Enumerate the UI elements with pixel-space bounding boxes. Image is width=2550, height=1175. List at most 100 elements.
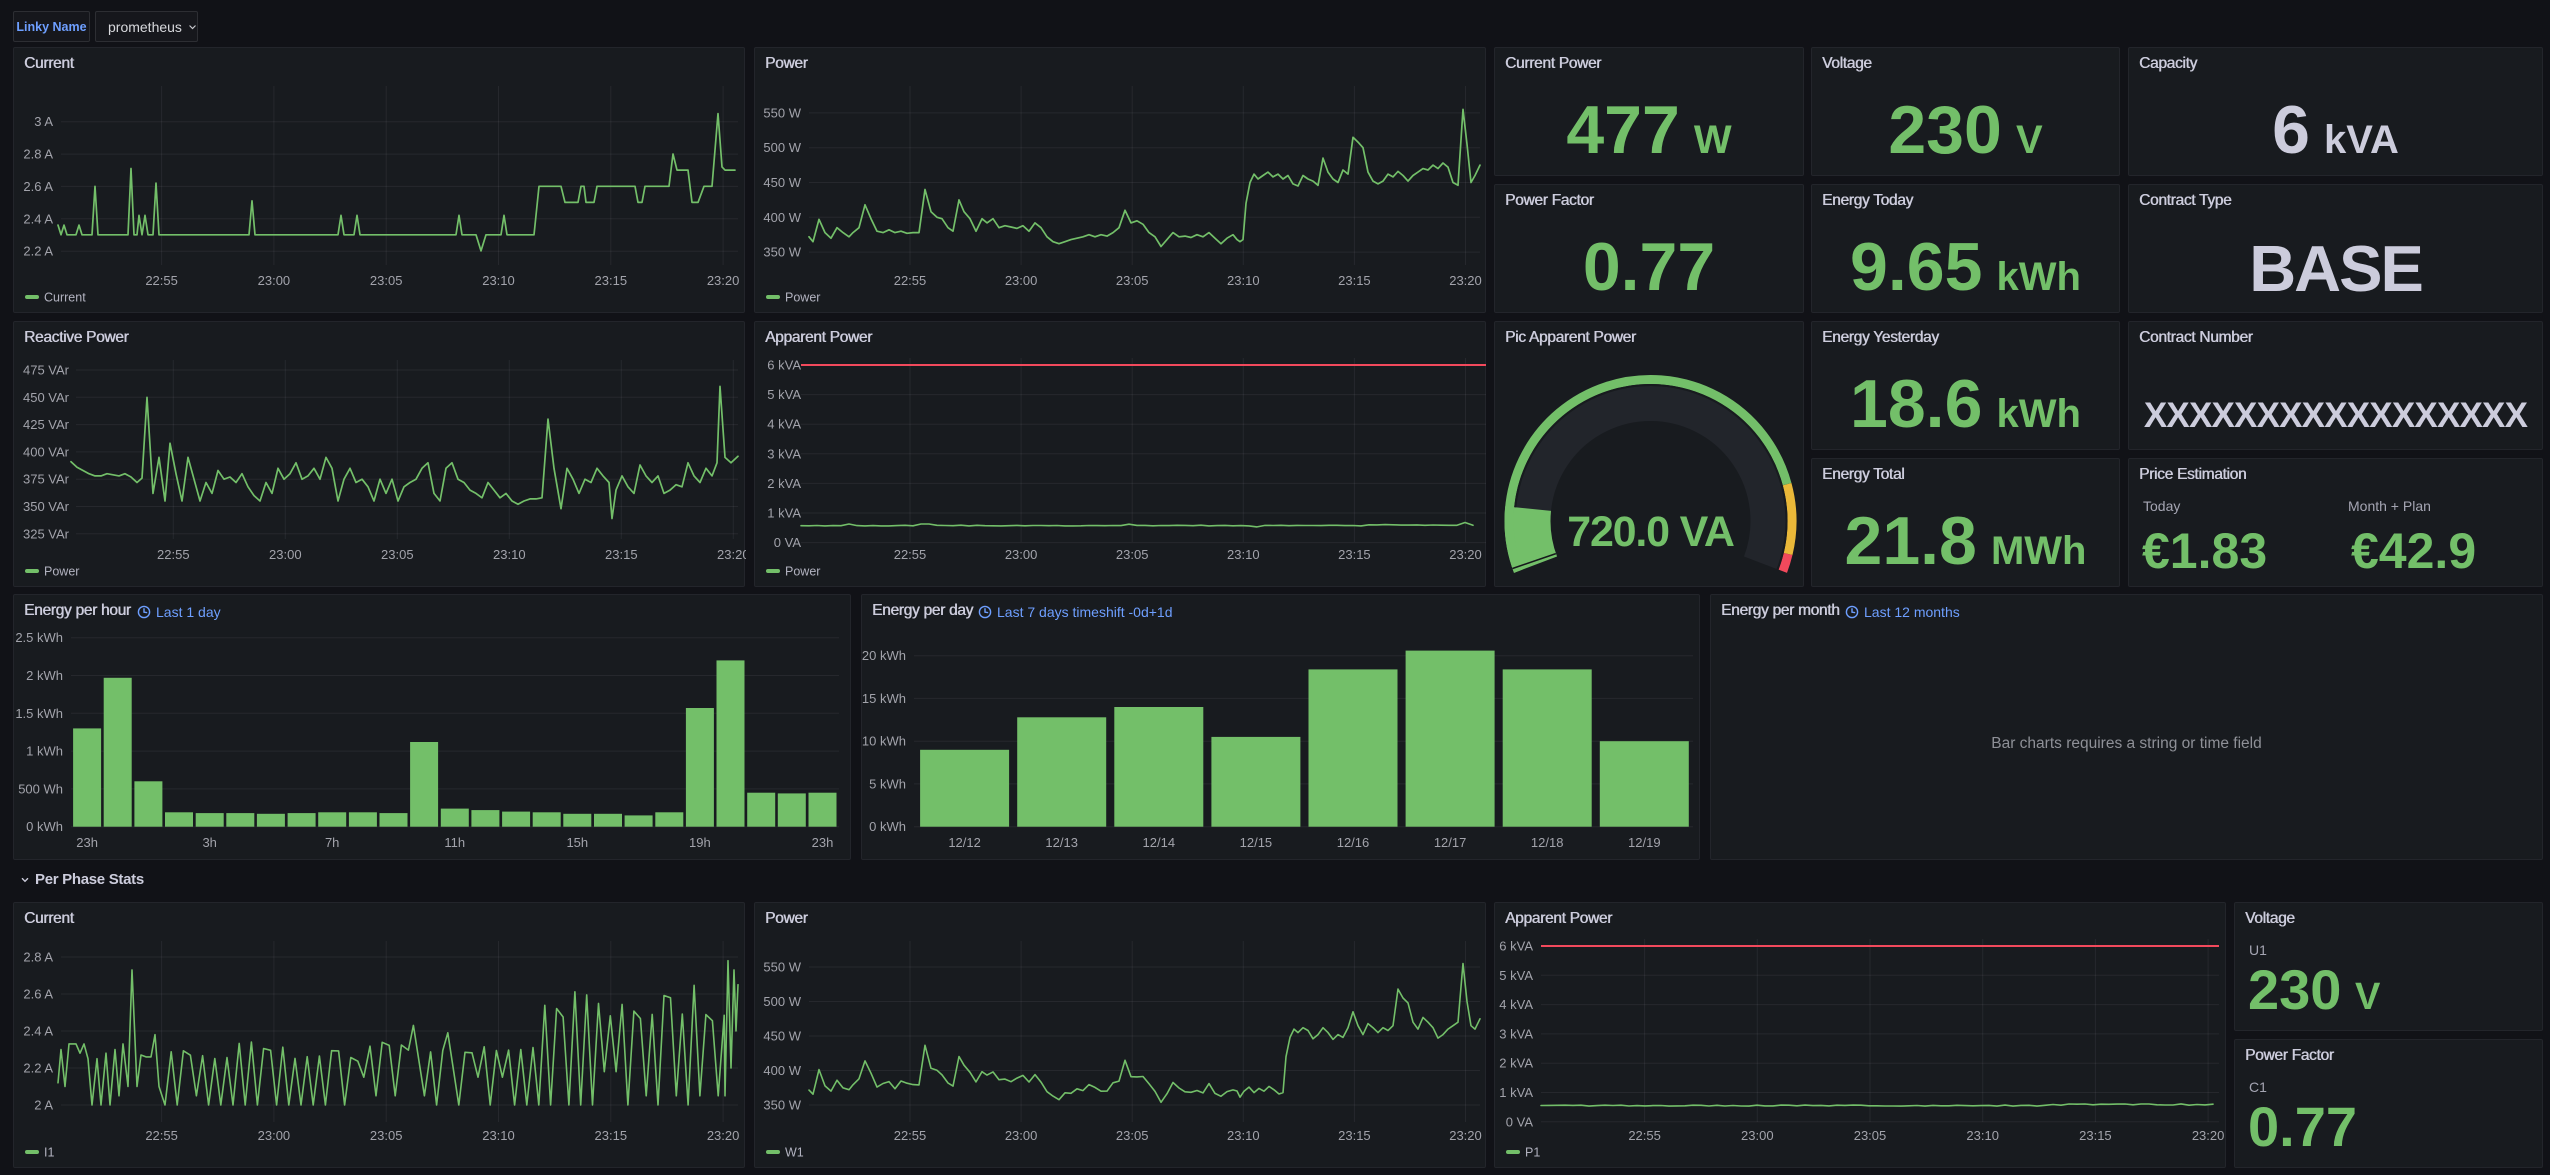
svg-text:325 VAr: 325 VAr [23,526,70,541]
svg-text:550 W: 550 W [763,960,801,975]
svg-text:22:55: 22:55 [145,1128,178,1143]
svg-text:6 kVA: 6 kVA [767,358,801,373]
svg-text:22:55: 22:55 [894,547,927,562]
svg-text:3 kVA: 3 kVA [767,446,801,461]
svg-text:23:05: 23:05 [1116,273,1149,288]
svg-text:P1: P1 [1525,1146,1540,1160]
svg-text:23:20: 23:20 [707,273,740,288]
svg-text:2.4 A: 2.4 A [23,1024,53,1039]
svg-text:425 VAr: 425 VAr [23,417,70,432]
svg-text:12/16: 12/16 [1337,835,1370,850]
svg-text:23:10: 23:10 [1227,547,1260,562]
svg-text:Power: Power [785,565,820,579]
svg-text:19h: 19h [689,835,711,850]
svg-text:10 kWh: 10 kWh [862,734,906,749]
svg-text:2 kVA: 2 kVA [1499,1056,1533,1071]
svg-text:1 kVA: 1 kVA [1499,1085,1533,1100]
svg-text:23:20: 23:20 [717,547,746,562]
svg-text:375 VAr: 375 VAr [23,472,70,487]
svg-text:23:10: 23:10 [1227,273,1260,288]
svg-text:2.2 A: 2.2 A [23,1061,53,1076]
svg-text:475 VAr: 475 VAr [23,363,70,378]
svg-text:23:20: 23:20 [1449,547,1482,562]
svg-text:3 A: 3 A [34,114,53,129]
svg-text:400 W: 400 W [763,1063,801,1078]
svg-text:23:05: 23:05 [370,273,403,288]
svg-text:23:00: 23:00 [1741,1128,1774,1143]
svg-text:400 VAr: 400 VAr [23,444,70,459]
svg-text:4 kVA: 4 kVA [1499,997,1533,1012]
svg-text:450 W: 450 W [763,1029,801,1044]
svg-text:W1: W1 [785,1146,804,1160]
svg-text:23:00: 23:00 [258,1128,291,1143]
svg-text:350 W: 350 W [763,1098,801,1113]
svg-text:23h: 23h [812,835,834,850]
svg-text:23:20: 23:20 [1449,1128,1482,1143]
svg-text:Current: Current [44,291,86,305]
svg-text:0 VA: 0 VA [1506,1114,1534,1129]
svg-text:23:10: 23:10 [482,273,515,288]
svg-text:2.8 A: 2.8 A [23,147,53,162]
svg-text:1 kWh: 1 kWh [26,744,63,759]
svg-text:15 kWh: 15 kWh [862,691,906,706]
svg-text:2.6 A: 2.6 A [23,987,53,1002]
svg-text:15h: 15h [566,835,588,850]
svg-text:5 kWh: 5 kWh [869,776,906,791]
svg-text:12/14: 12/14 [1143,835,1176,850]
svg-text:23:05: 23:05 [370,1128,403,1143]
svg-text:Power: Power [785,291,820,305]
svg-text:23:00: 23:00 [1005,547,1038,562]
svg-text:23:15: 23:15 [595,1128,628,1143]
svg-text:7h: 7h [325,835,339,850]
svg-text:23:05: 23:05 [1116,1128,1149,1143]
svg-text:12/12: 12/12 [948,835,981,850]
svg-text:2.2 A: 2.2 A [23,244,53,259]
svg-text:23:05: 23:05 [1854,1128,1887,1143]
svg-text:23:15: 23:15 [1338,1128,1371,1143]
svg-text:23:00: 23:00 [258,273,291,288]
svg-text:4 kVA: 4 kVA [767,417,801,432]
svg-text:450 VAr: 450 VAr [23,390,70,405]
svg-text:12/13: 12/13 [1045,835,1078,850]
svg-text:23:00: 23:00 [1005,273,1038,288]
svg-text:22:55: 22:55 [894,273,927,288]
svg-text:23:20: 23:20 [1449,273,1482,288]
svg-text:12/15: 12/15 [1240,835,1273,850]
svg-text:22:55: 22:55 [145,273,178,288]
svg-text:2.4 A: 2.4 A [23,211,53,226]
svg-text:22:55: 22:55 [894,1128,927,1143]
svg-text:23:15: 23:15 [2079,1128,2112,1143]
svg-text:23:05: 23:05 [381,547,414,562]
svg-text:20 kWh: 20 kWh [862,648,906,663]
svg-text:400 W: 400 W [763,210,801,225]
svg-text:I1: I1 [44,1146,54,1160]
svg-text:500 W: 500 W [763,994,801,1009]
svg-text:0 VA: 0 VA [774,535,802,550]
svg-text:23:15: 23:15 [605,547,638,562]
svg-text:23h: 23h [76,835,98,850]
svg-text:23:10: 23:10 [482,1128,515,1143]
svg-text:12/17: 12/17 [1434,835,1467,850]
svg-text:23:10: 23:10 [1227,1128,1260,1143]
svg-text:23:10: 23:10 [493,547,526,562]
svg-text:23:10: 23:10 [1966,1128,1999,1143]
svg-text:12/19: 12/19 [1628,835,1661,850]
svg-text:23:00: 23:00 [269,547,302,562]
svg-text:23:15: 23:15 [1338,273,1371,288]
svg-text:500 Wh: 500 Wh [18,781,63,796]
svg-text:2.8 A: 2.8 A [23,950,53,965]
svg-text:720.0 VA: 720.0 VA [1567,508,1734,556]
svg-text:2.6 A: 2.6 A [23,179,53,194]
svg-text:22:55: 22:55 [1628,1128,1661,1143]
svg-text:0 kWh: 0 kWh [26,819,63,834]
svg-text:23:00: 23:00 [1005,1128,1038,1143]
svg-text:23:20: 23:20 [2192,1128,2225,1143]
svg-text:2 A: 2 A [34,1098,53,1113]
svg-text:2 kVA: 2 kVA [767,476,801,491]
svg-text:23:15: 23:15 [595,273,628,288]
svg-text:1 kVA: 1 kVA [767,506,801,521]
svg-text:12/18: 12/18 [1531,835,1564,850]
svg-text:2 kWh: 2 kWh [26,668,63,683]
svg-text:23:15: 23:15 [1338,547,1371,562]
svg-text:3h: 3h [202,835,216,850]
